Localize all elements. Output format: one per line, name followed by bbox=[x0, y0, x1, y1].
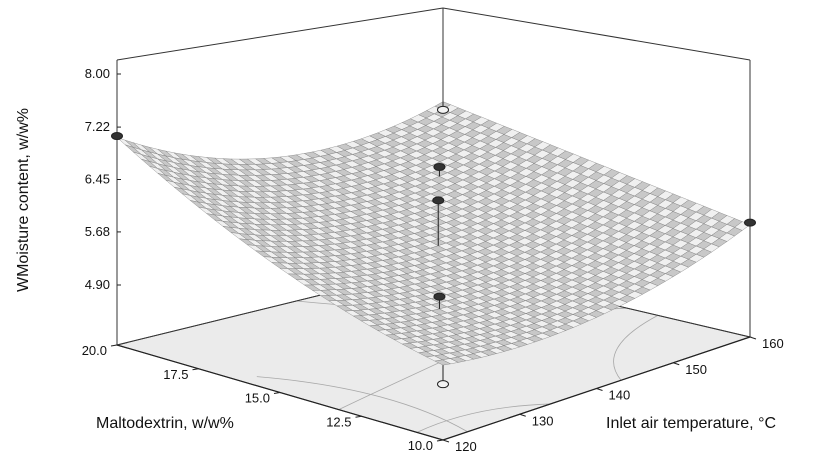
z-tick-label: 5.68 bbox=[85, 224, 110, 239]
design-point bbox=[437, 105, 449, 114]
design-point bbox=[744, 218, 756, 227]
maltodextrin-tick-label: 20.0 bbox=[82, 343, 107, 358]
maltodextrin-axis-ticks: 10.0 12.5 15.0 17.5 20.0 bbox=[82, 343, 444, 452]
temperature-tick-label: 140 bbox=[609, 388, 631, 403]
contour-line bbox=[613, 315, 659, 381]
maltodextrin-tick-label: 12.5 bbox=[326, 414, 351, 429]
temperature-tick-mark bbox=[596, 388, 603, 391]
temperature-tick-mark bbox=[673, 362, 680, 366]
z-tick-label: 8.00 bbox=[85, 66, 110, 81]
z-tick-label: 6.45 bbox=[85, 172, 110, 187]
maltodextrin-tick-label: 17.5 bbox=[163, 367, 188, 382]
temperature-tick-label: 130 bbox=[532, 413, 554, 428]
temperature-tick-label: 160 bbox=[762, 336, 784, 351]
temperature-tick-mark bbox=[749, 336, 757, 340]
temperature-tick-mark bbox=[519, 413, 526, 417]
z-tick-label: 7.22 bbox=[85, 119, 110, 134]
contour-line bbox=[416, 403, 551, 433]
design-point bbox=[437, 380, 449, 389]
design-points bbox=[111, 101, 756, 389]
z-tick-label: 4.90 bbox=[85, 277, 110, 292]
temperature-axis-ticks: 120 130 140 150 160 bbox=[442, 336, 784, 452]
maltodextrin-tick-label: 10.0 bbox=[408, 438, 433, 452]
design-point bbox=[433, 162, 446, 171]
temperature-tick-label: 150 bbox=[685, 362, 707, 377]
maltodextrin-tick-mark bbox=[192, 368, 199, 371]
z-axis-title: WMoisture content, w/w% bbox=[15, 108, 32, 292]
maltodextrin-axis-title: Maltodextrin, w/w% bbox=[96, 415, 234, 432]
response-surface-mesh bbox=[116, 101, 751, 366]
design-point bbox=[111, 132, 123, 141]
maltodextrin-tick-mark bbox=[436, 439, 444, 442]
maltodextrin-tick-mark bbox=[110, 344, 118, 347]
design-point bbox=[433, 292, 446, 301]
temperature-tick-mark bbox=[442, 439, 450, 443]
maltodextrin-tick-label: 15.0 bbox=[245, 391, 270, 406]
temperature-tick-label: 120 bbox=[455, 439, 477, 452]
temperature-axis-title: Inlet air temperature, °C bbox=[606, 415, 776, 432]
design-point bbox=[432, 196, 445, 205]
z-axis-ticks: 4.90 5.68 6.45 7.22 8.00 bbox=[85, 66, 121, 292]
maltodextrin-tick-mark bbox=[273, 392, 281, 394]
contour-line bbox=[256, 376, 468, 433]
maltodextrin-tick-mark bbox=[355, 415, 362, 418]
